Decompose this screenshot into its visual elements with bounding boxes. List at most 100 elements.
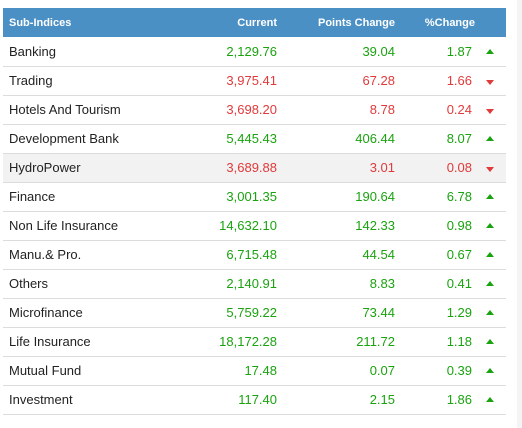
triangle-up-icon (486, 48, 494, 54)
table-row[interactable]: Development Bank 5,445.43 406.44 8.07 (3, 124, 506, 154)
triangle-up-icon (486, 194, 494, 200)
sub-index-name: HydroPower (3, 153, 183, 183)
points-change: 406.44 (289, 124, 410, 154)
header-current[interactable]: Current (183, 8, 289, 37)
header-sub-indices[interactable]: Sub-Indices (3, 8, 183, 37)
current-value: 14,632.10 (183, 211, 289, 241)
sub-index-name: Mutual Fund (3, 356, 183, 386)
percent-change: 1.87 (410, 37, 482, 67)
sub-index-name: Microfinance (3, 298, 183, 328)
table-body: Banking 2,129.76 39.04 1.87 Trading 3,975.41 6… (3, 37, 506, 415)
sub-index-name: Life Insurance (3, 327, 183, 357)
percent-change: 0.67 (410, 240, 482, 270)
sub-index-name: Trading (3, 66, 183, 96)
triangle-up-icon (486, 397, 494, 403)
sub-index-name: Hotels And Tourism (3, 95, 183, 125)
percent-change: 8.07 (410, 124, 482, 154)
sub-index-name: Banking (3, 37, 183, 67)
sub-index-name: Investment (3, 385, 183, 415)
sub-index-name: Others (3, 269, 183, 299)
table-row[interactable]: Microfinance 5,759.22 73.44 1.29 (3, 298, 506, 328)
current-value: 6,715.48 (183, 240, 289, 270)
triangle-up-icon (486, 223, 494, 229)
table-row[interactable]: Life Insurance 18,172.28 211.72 1.18 (3, 327, 506, 357)
percent-change: 0.24 (410, 95, 482, 125)
change-direction-cell (482, 66, 506, 96)
table-row[interactable]: Hotels And Tourism 3,698.20 8.78 0.24 (3, 95, 506, 125)
table-row[interactable]: Finance 3,001.35 190.64 6.78 (3, 182, 506, 212)
points-change: 3.01 (289, 153, 410, 183)
table-row[interactable]: Investment 117.40 2.15 1.86 (3, 385, 506, 415)
triangle-down-icon (486, 79, 494, 85)
percent-change: 1.18 (410, 327, 482, 357)
table-row[interactable]: Banking 2,129.76 39.04 1.87 (3, 37, 506, 67)
percent-change: 0.39 (410, 356, 482, 386)
percent-change: 0.08 (410, 153, 482, 183)
current-value: 2,140.91 (183, 269, 289, 299)
current-value: 5,759.22 (183, 298, 289, 328)
change-direction-cell (482, 385, 506, 415)
change-direction-cell (482, 153, 506, 183)
sub-index-name: Manu.& Pro. (3, 240, 183, 270)
percent-change: 1.66 (410, 66, 482, 96)
points-change: 8.83 (289, 269, 410, 299)
triangle-up-icon (486, 136, 494, 142)
triangle-up-icon (486, 368, 494, 374)
points-change: 0.07 (289, 356, 410, 386)
points-change: 67.28 (289, 66, 410, 96)
table-row[interactable]: Others 2,140.91 8.83 0.41 (3, 269, 506, 299)
percent-change: 1.86 (410, 385, 482, 415)
change-direction-cell (482, 298, 506, 328)
sub-index-name: Development Bank (3, 124, 183, 154)
table-row[interactable]: Non Life Insurance 14,632.10 142.33 0.98 (3, 211, 506, 241)
triangle-up-icon (486, 252, 494, 258)
points-change: 73.44 (289, 298, 410, 328)
current-value: 5,445.43 (183, 124, 289, 154)
points-change: 142.33 (289, 211, 410, 241)
percent-change: 0.41 (410, 269, 482, 299)
triangle-up-icon (486, 339, 494, 345)
triangle-up-icon (486, 310, 494, 316)
scrollbar[interactable] (517, 0, 522, 428)
triangle-down-icon (486, 108, 494, 114)
points-change: 39.04 (289, 37, 410, 67)
percent-change: 1.29 (410, 298, 482, 328)
table-header-row: Sub-Indices Current Points Change %Chang… (3, 8, 506, 37)
percent-change: 6.78 (410, 182, 482, 212)
header-percent-change[interactable]: %Change (410, 8, 506, 37)
table-row[interactable]: Mutual Fund 17.48 0.07 0.39 (3, 356, 506, 386)
change-direction-cell (482, 124, 506, 154)
change-direction-cell (482, 269, 506, 299)
current-value: 117.40 (183, 385, 289, 415)
table-row[interactable]: HydroPower 3,689.88 3.01 0.08 (3, 153, 506, 183)
header-points-change[interactable]: Points Change (289, 8, 410, 37)
sub-index-name: Finance (3, 182, 183, 212)
points-change: 44.54 (289, 240, 410, 270)
change-direction-cell (482, 211, 506, 241)
change-direction-cell (482, 327, 506, 357)
current-value: 3,975.41 (183, 66, 289, 96)
current-value: 2,129.76 (183, 37, 289, 67)
current-value: 3,698.20 (183, 95, 289, 125)
sub-indices-table: Sub-Indices Current Points Change %Chang… (3, 8, 506, 415)
change-direction-cell (482, 95, 506, 125)
table-row[interactable]: Manu.& Pro. 6,715.48 44.54 0.67 (3, 240, 506, 270)
current-value: 3,001.35 (183, 182, 289, 212)
current-value: 17.48 (183, 356, 289, 386)
points-change: 2.15 (289, 385, 410, 415)
percent-change: 0.98 (410, 211, 482, 241)
change-direction-cell (482, 182, 506, 212)
change-direction-cell (482, 356, 506, 386)
points-change: 211.72 (289, 327, 410, 357)
change-direction-cell (482, 240, 506, 270)
points-change: 8.78 (289, 95, 410, 125)
change-direction-cell (482, 37, 506, 67)
table-row[interactable]: Trading 3,975.41 67.28 1.66 (3, 66, 506, 96)
current-value: 3,689.88 (183, 153, 289, 183)
points-change: 190.64 (289, 182, 410, 212)
sub-index-name: Non Life Insurance (3, 211, 183, 241)
current-value: 18,172.28 (183, 327, 289, 357)
triangle-down-icon (486, 166, 494, 172)
triangle-up-icon (486, 281, 494, 287)
